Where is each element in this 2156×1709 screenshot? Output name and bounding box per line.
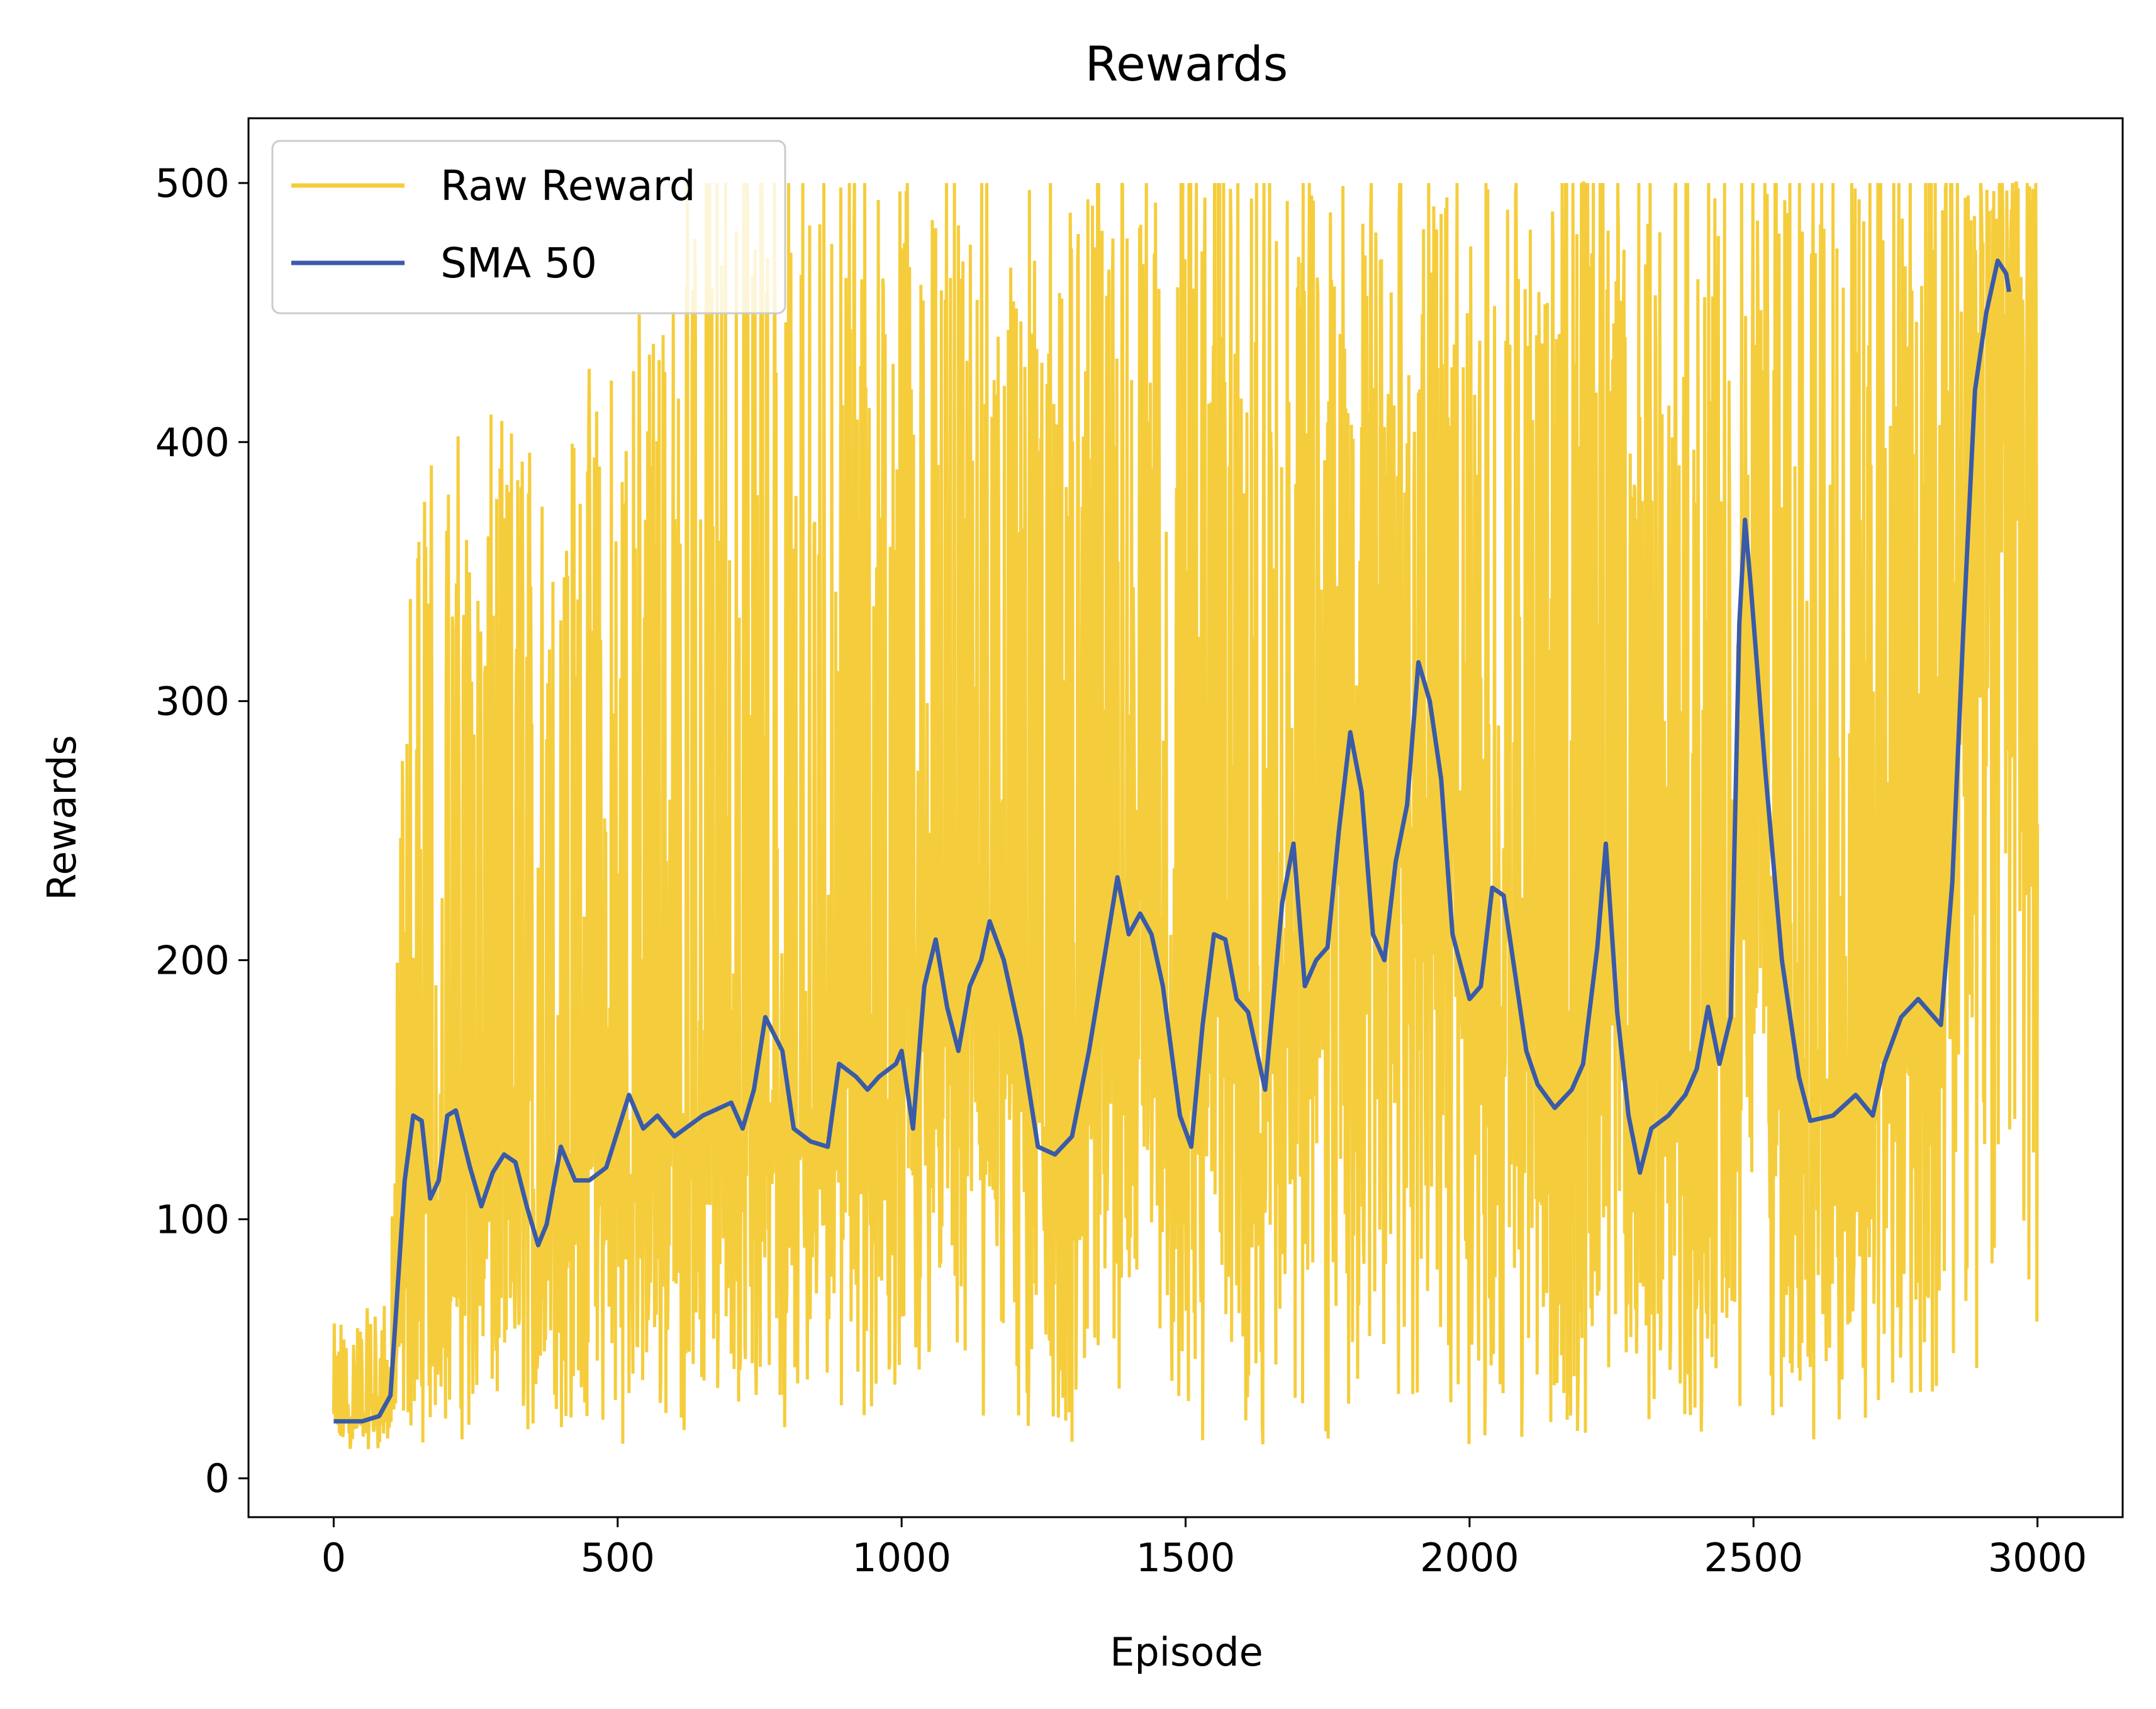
x-tick-label: 2500 <box>1704 1535 1803 1581</box>
y-axis: 0 100 200 300 400 500 <box>155 160 249 1501</box>
x-tick-label: 3000 <box>1988 1535 2087 1581</box>
y-tick-label: 100 <box>155 1196 230 1242</box>
x-tick-label: 0 <box>321 1535 346 1581</box>
x-axis: 0 500 1000 1500 2000 2500 3000 <box>321 1517 2087 1581</box>
y-tick-label: 400 <box>155 420 230 465</box>
chart-title: Rewards <box>1085 36 1288 92</box>
legend-label-raw-reward: Raw Reward <box>440 162 696 210</box>
x-axis-label: Episode <box>1110 1629 1263 1675</box>
x-tick-label: 1500 <box>1136 1535 1236 1581</box>
sma-50-line <box>333 259 2011 1424</box>
x-tick-label: 1000 <box>852 1535 951 1581</box>
y-tick-label: 300 <box>155 679 230 725</box>
y-axis-label: Rewards <box>39 735 85 900</box>
y-tick-label: 0 <box>205 1456 230 1501</box>
raw-reward-line <box>332 181 2040 1449</box>
x-tick-label: 2000 <box>1420 1535 1519 1581</box>
y-tick-label: 200 <box>155 938 230 984</box>
y-tick-label: 500 <box>155 160 230 206</box>
x-tick-label: 500 <box>581 1535 655 1581</box>
legend: Raw Reward SMA 50 <box>271 140 786 315</box>
series-raw-reward <box>332 181 2040 1449</box>
legend-label-sma-50: SMA 50 <box>440 239 597 287</box>
series-sma-50 <box>333 259 2011 1424</box>
